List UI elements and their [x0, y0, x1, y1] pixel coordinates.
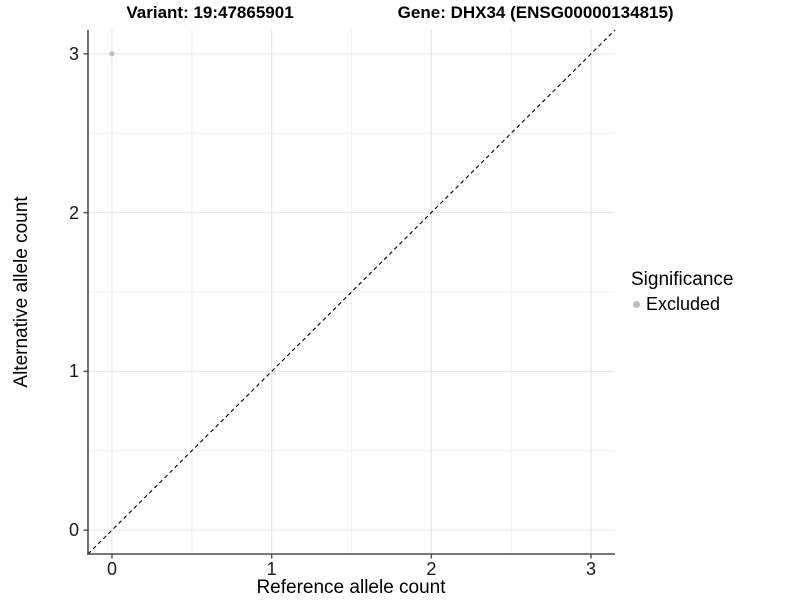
gene-title: Gene: DHX34 (ENSG00000134815) — [397, 3, 674, 22]
y-axis-title: Alternative allele count — [11, 196, 32, 388]
y-tick-label: 0 — [68, 520, 79, 541]
x-tick-label: 0 — [106, 559, 117, 579]
identity-dashed-line — [87, 29, 616, 555]
legend-key-dot — [633, 300, 640, 308]
plot-title: Variant: 19:47865901 Gene: DHX34 (ENSG00… — [0, 3, 800, 23]
y-tick-label: 1 — [68, 361, 79, 382]
legend: Significance Excluded — [631, 268, 733, 315]
x-tick-label: 1 — [266, 559, 277, 579]
data-point — [109, 51, 115, 57]
x-tick-label: 3 — [586, 559, 597, 579]
legend-title: Significance — [631, 269, 734, 290]
y-tick-label: 2 — [68, 202, 79, 223]
variant-title: Variant: 19:47865901 — [126, 3, 294, 22]
legend-item-excluded: Excluded — [631, 293, 733, 315]
y-tick-label: 3 — [68, 43, 79, 64]
x-axis-title: Reference allele count — [256, 577, 446, 598]
legend-item-label: Excluded — [646, 294, 721, 314]
x-tick-label: 2 — [426, 559, 437, 579]
